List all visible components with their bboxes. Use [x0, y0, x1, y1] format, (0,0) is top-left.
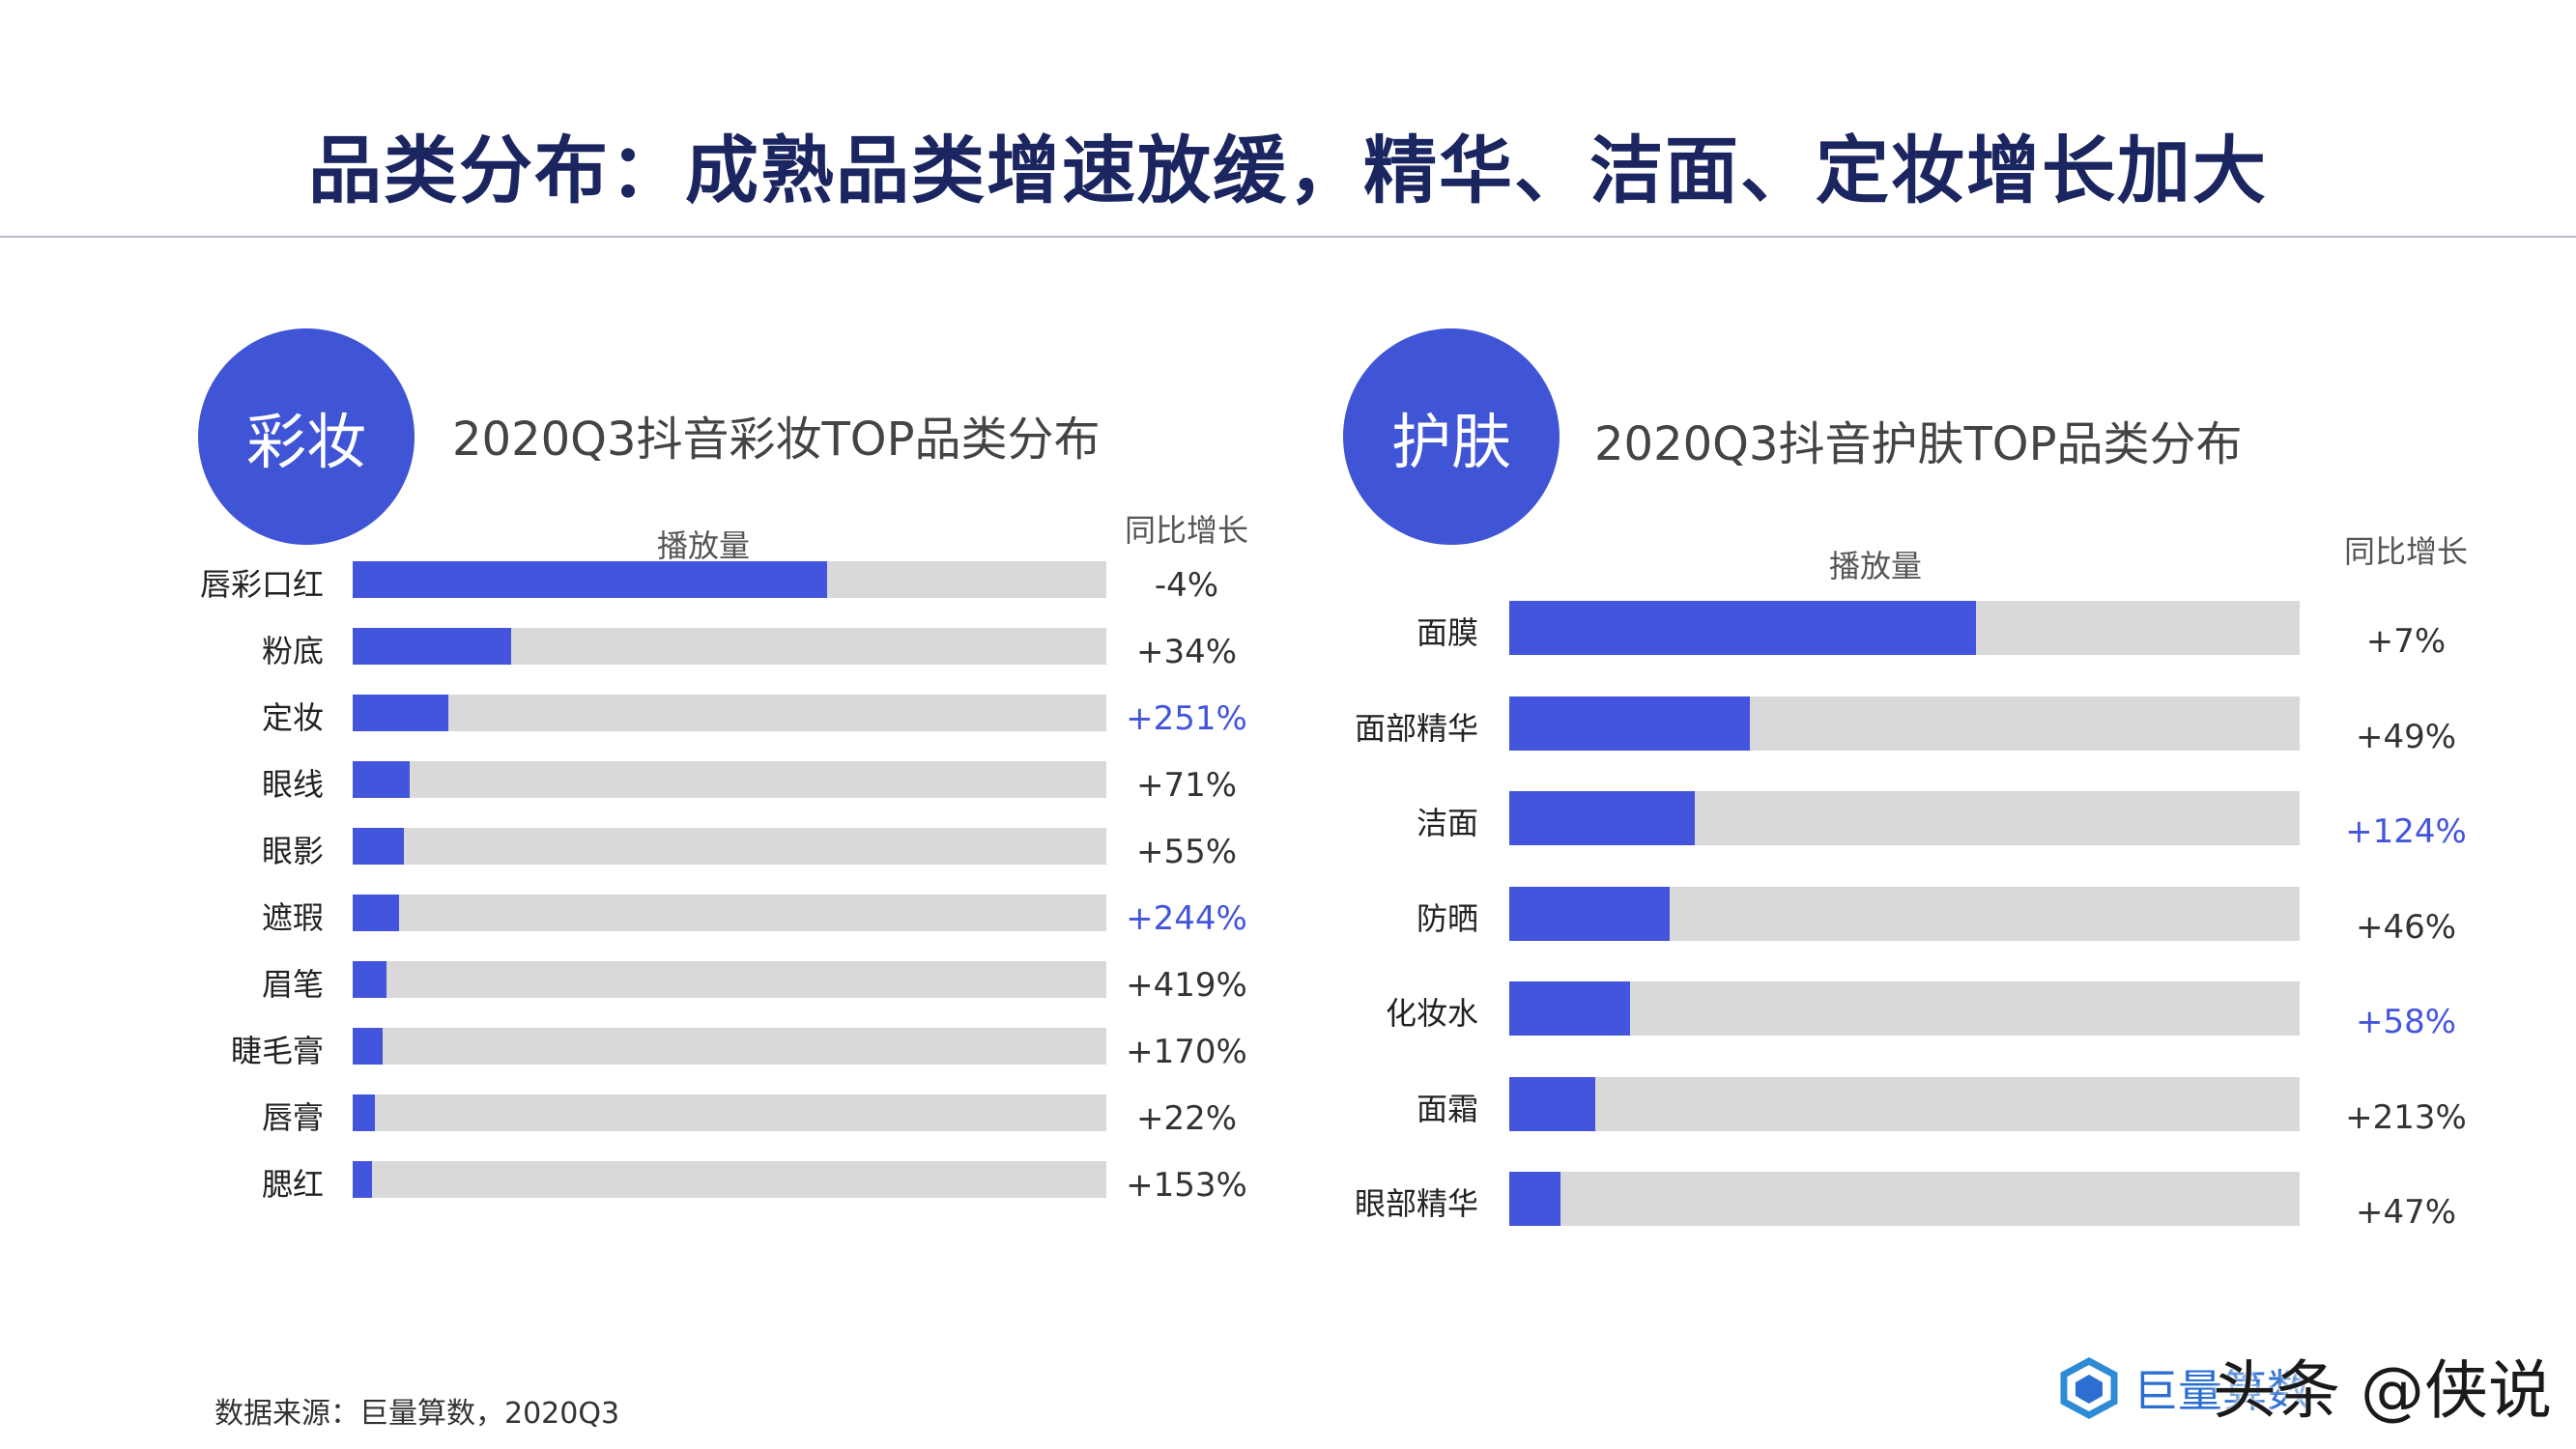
- bar: [1509, 791, 1696, 845]
- growth-value: +34%: [1135, 633, 1238, 671]
- growth-value: +251%: [1126, 699, 1247, 738]
- growth-value: +170%: [1126, 1033, 1247, 1071]
- bar: [353, 695, 449, 731]
- category-label: 面部精华: [1354, 709, 1478, 747]
- growth-value: +46%: [2355, 907, 2457, 947]
- bar: [353, 961, 387, 998]
- bar-track: [1509, 981, 2300, 1036]
- bar: [1509, 1172, 1561, 1226]
- bar: [353, 828, 405, 865]
- badge-circle-1: 护肤: [1343, 328, 1560, 545]
- bar-track: [353, 1028, 1106, 1065]
- chart-title-0: 2020Q3抖音彩妆TOP品类分布: [452, 412, 1101, 467]
- x-axis-label-1: 播放量: [1829, 548, 1923, 584]
- watermark: 头条 @侠说: [2213, 1353, 2552, 1428]
- category-label: 眼部精华: [1354, 1185, 1478, 1222]
- category-label: 腮红: [261, 1166, 324, 1203]
- title-divider: [0, 236, 2576, 238]
- category-label: 粉底: [261, 633, 324, 669]
- bar: [1509, 601, 1976, 655]
- growth-value: +244%: [1126, 899, 1247, 938]
- category-label: 防晒: [1416, 899, 1478, 937]
- growth-value: +7%: [2365, 622, 2447, 661]
- bar-track: [353, 1094, 1106, 1131]
- badge-circle-0: 彩妆: [198, 328, 415, 545]
- category-label: 化妆水: [1385, 995, 1478, 1032]
- category-label: 眉笔: [261, 966, 324, 1003]
- bar: [353, 1094, 376, 1131]
- bar: [353, 761, 410, 798]
- bar-track: [353, 961, 1106, 998]
- bar: [353, 561, 828, 598]
- bar: [1509, 1076, 1596, 1131]
- category-label: 唇膏: [261, 1099, 324, 1136]
- growth-value: +153%: [1126, 1166, 1247, 1205]
- x-axis-label-0: 播放量: [657, 527, 751, 564]
- category-label: 面霜: [1416, 1090, 1478, 1127]
- growth-value: -4%: [1154, 566, 1219, 605]
- category-label: 遮瑕: [261, 899, 324, 936]
- category-label: 眼线: [261, 766, 324, 803]
- growth-value: +22%: [1135, 1099, 1238, 1138]
- bar-track: [353, 895, 1106, 931]
- bar: [353, 1028, 384, 1065]
- bar-track: [1509, 791, 2300, 845]
- growth-header-0: 同比增长: [1124, 512, 1248, 549]
- category-label: 面膜: [1416, 614, 1478, 651]
- chart-title-1: 2020Q3抖音护肤TOP品类分布: [1594, 417, 2243, 471]
- growth-header-1: 同比增长: [2343, 533, 2468, 570]
- data-source: 数据来源：巨量算数，2020Q3: [215, 1397, 620, 1431]
- bar-track: [353, 628, 1106, 665]
- bar-track: [1509, 1172, 2300, 1226]
- brand-logo: 巨量算数: [2058, 1345, 2311, 1432]
- growth-value: +419%: [1126, 966, 1247, 1005]
- growth-value: +47%: [2355, 1193, 2457, 1232]
- bar-track: [1509, 601, 2300, 655]
- bar: [1509, 696, 1751, 751]
- bar-track: [1509, 696, 2300, 751]
- bar-track: [353, 1161, 1106, 1198]
- bar: [353, 628, 511, 665]
- bar: [1509, 981, 1631, 1036]
- category-label: 睫毛膏: [230, 1033, 324, 1069]
- bar: [353, 895, 400, 931]
- growth-value: +49%: [2355, 717, 2457, 756]
- growth-value: +213%: [2345, 1097, 2467, 1137]
- growth-value: +55%: [1135, 833, 1238, 871]
- bar-track: [1509, 1076, 2300, 1131]
- category-label: 眼影: [261, 833, 324, 869]
- growth-value: +71%: [1135, 766, 1238, 805]
- growth-value: +124%: [2345, 812, 2467, 851]
- bar-track: [353, 695, 1106, 731]
- category-label: 唇彩口红: [199, 566, 324, 603]
- bar-track: [353, 828, 1106, 865]
- bar-track: [353, 761, 1106, 798]
- bar: [1509, 886, 1671, 941]
- logo-text: 巨量算数: [2133, 1365, 2311, 1417]
- page-title: 品类分布：成熟品类增速放缓，精华、洁面、定妆增长加大: [308, 128, 2268, 213]
- category-label: 定妆: [261, 699, 324, 736]
- bar-track: [1509, 886, 2300, 941]
- bar: [353, 1161, 372, 1198]
- category-label: 洁面: [1416, 805, 1478, 841]
- growth-value: +58%: [2355, 1003, 2457, 1041]
- logo-icon: [2060, 1357, 2118, 1419]
- bar-track: [353, 561, 1106, 598]
